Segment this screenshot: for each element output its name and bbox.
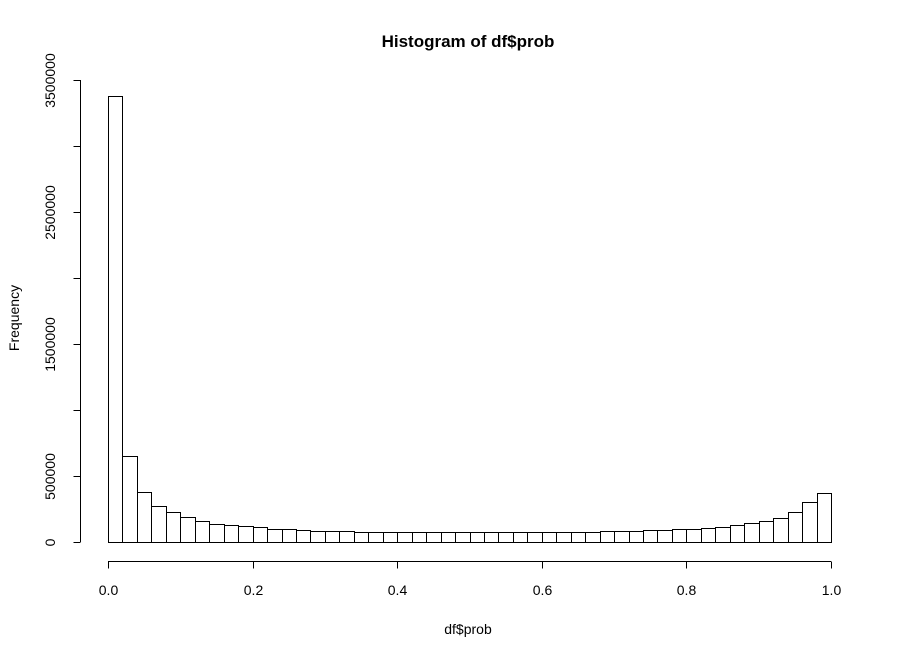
histogram-bar <box>224 525 239 543</box>
histogram-bar <box>426 532 442 543</box>
bars-group <box>108 96 832 543</box>
histogram-bar <box>470 532 485 543</box>
histogram-bar <box>325 531 340 543</box>
histogram-bar <box>513 532 528 543</box>
histogram-bar <box>238 526 254 543</box>
histogram-bar <box>527 532 543 543</box>
histogram-bar <box>773 518 789 543</box>
x-tick-label: 0.0 <box>99 582 119 598</box>
histogram-bar <box>657 530 673 543</box>
histogram-bar <box>151 506 167 543</box>
histogram-bar <box>585 532 601 543</box>
histogram-bar <box>368 532 384 543</box>
histogram-bar <box>397 532 413 543</box>
histogram-bar <box>455 532 471 543</box>
histogram-bar <box>498 532 514 543</box>
histogram-bar <box>672 529 687 543</box>
histogram-bar <box>730 525 745 543</box>
y-axis-label: Frequency <box>6 285 22 351</box>
y-tick-label: 1500000 <box>42 317 58 372</box>
x-tick-label: 0.4 <box>388 582 408 598</box>
y-tick-label: 0 <box>42 538 58 546</box>
x-axis-label: df$prob <box>444 621 492 637</box>
histogram-bar <box>195 521 210 543</box>
histogram-bar <box>802 502 818 543</box>
histogram-bar <box>701 528 716 543</box>
y-tick-label: 3500000 <box>42 53 58 108</box>
histogram-bar <box>412 532 427 543</box>
histogram-bar <box>744 523 760 543</box>
histogram-bar <box>296 530 311 543</box>
histogram-bar <box>122 456 138 543</box>
x-tick-label: 0.2 <box>244 582 264 598</box>
x-axis: 0.0 0.2 0.4 0.6 0.8 1.0 <box>99 561 842 598</box>
histogram-bar <box>643 530 658 543</box>
histogram-bar <box>137 492 152 543</box>
histogram-bar <box>629 531 644 543</box>
histogram-bar <box>614 531 630 543</box>
histogram-bar <box>180 517 196 543</box>
histogram-bar <box>310 531 326 543</box>
histogram-bar <box>571 532 586 543</box>
histogram-bar <box>383 532 398 543</box>
x-tick-label: 0.6 <box>533 582 553 598</box>
histogram-bar <box>817 493 832 543</box>
histogram-bar <box>253 527 268 543</box>
histogram-bar <box>166 512 181 543</box>
histogram-bar <box>759 521 774 543</box>
histogram-bar <box>108 96 123 543</box>
chart-title: Histogram of df$prob <box>382 32 555 51</box>
histogram-bar <box>686 529 702 543</box>
histogram-bar <box>788 512 803 543</box>
y-tick-label: 2500000 <box>42 185 58 240</box>
histogram-bar <box>441 532 456 543</box>
histogram-bar <box>267 529 283 543</box>
histogram-bar <box>339 531 355 543</box>
histogram-bar <box>556 532 572 543</box>
y-axis: 0 500000 1500000 2500000 3500000 <box>42 53 81 546</box>
histogram-bar <box>542 532 557 543</box>
histogram-bar <box>600 531 615 543</box>
histogram-bar <box>715 527 731 543</box>
histogram-bar <box>282 529 297 543</box>
histogram-bar <box>484 532 499 543</box>
x-tick-label: 0.8 <box>677 582 697 598</box>
y-tick-label: 500000 <box>42 453 58 500</box>
histogram-bar <box>209 524 225 543</box>
x-tick-label: 1.0 <box>822 582 842 598</box>
histogram-bar <box>354 532 369 543</box>
